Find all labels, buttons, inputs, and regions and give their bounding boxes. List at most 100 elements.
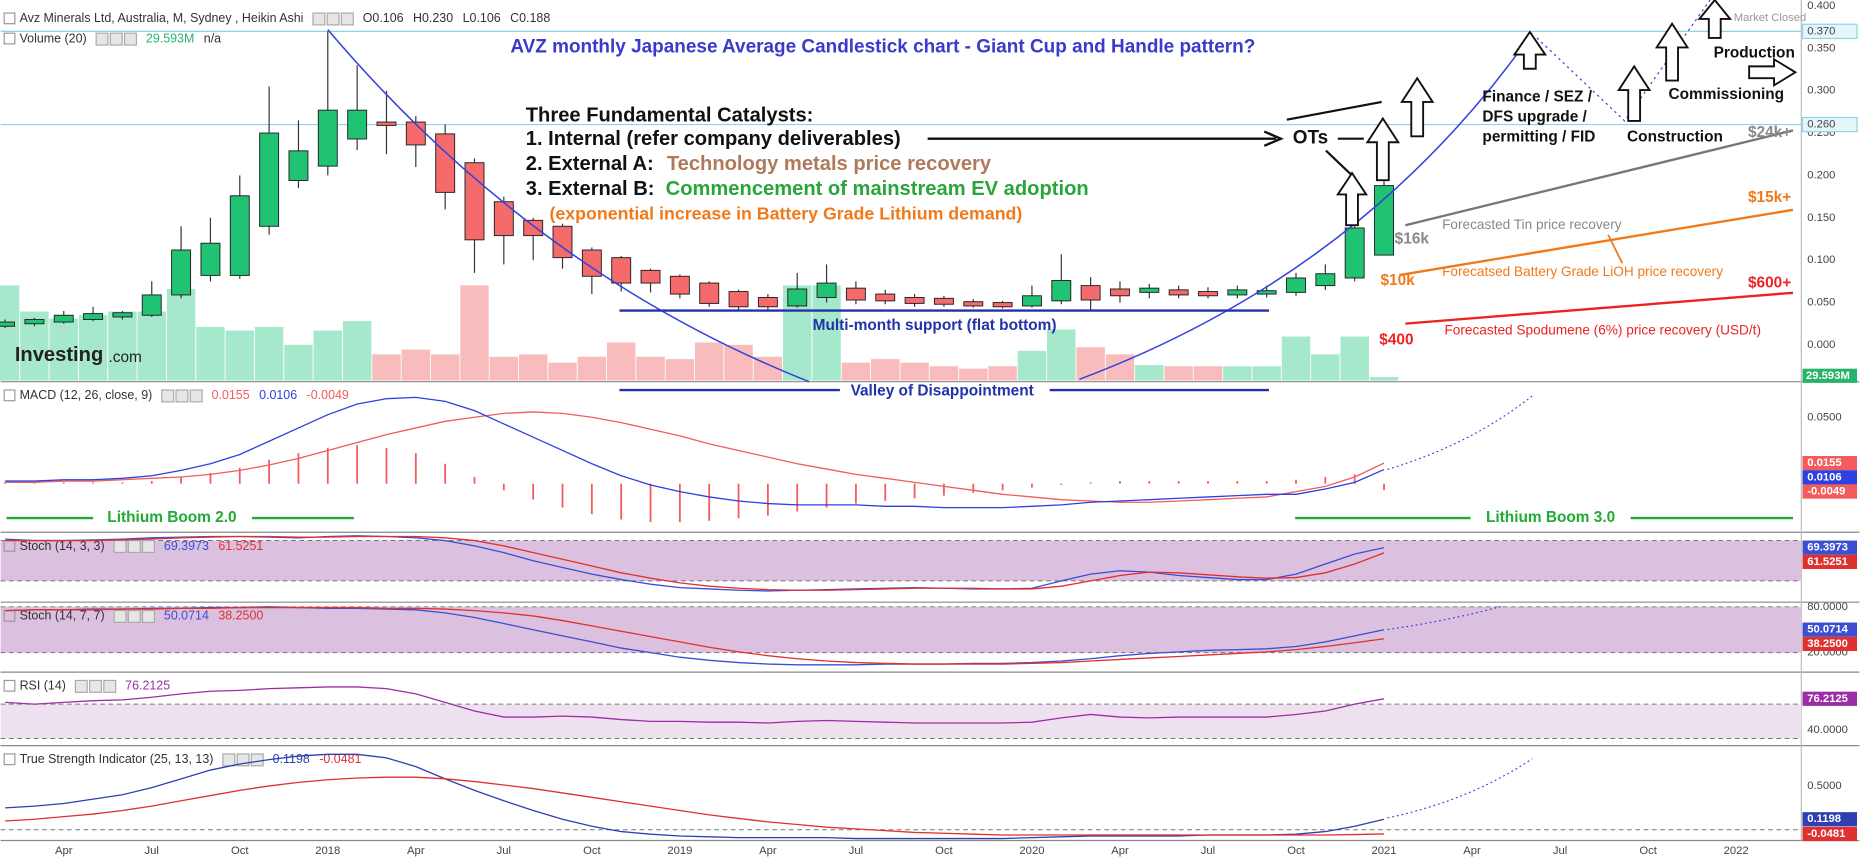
value-box-label: 61.5251	[1807, 556, 1848, 568]
annotation: $10k	[1380, 272, 1415, 289]
price-level-label: 0.370	[1807, 25, 1835, 37]
price-level-box	[1801, 23, 1858, 40]
header-value: C0.188	[510, 11, 550, 25]
candle-body	[1110, 288, 1130, 297]
x-tick-label: 2020	[1019, 845, 1044, 857]
y-tick-label: 0.050	[1807, 297, 1835, 309]
watermark: .com	[108, 349, 141, 366]
y-tick-label: 0.300	[1807, 85, 1835, 97]
tin-forecast	[1405, 129, 1794, 227]
candle-body	[112, 312, 133, 318]
band-fill	[0, 540, 1802, 581]
annotation: Three Fundamental Catalysts:	[526, 105, 814, 127]
value-box-label: 0.0155	[1807, 457, 1841, 469]
volume-bar	[1017, 350, 1047, 381]
value-box-label: 0.1198	[1807, 813, 1841, 825]
panel-title: True Strength Indicator (25, 13, 13)	[20, 752, 214, 766]
header-icon	[3, 753, 16, 766]
annotation: Multi-month support (flat bottom)	[813, 317, 1057, 334]
volume-bar	[900, 362, 929, 381]
y-tick-label: 80.0000	[1807, 601, 1848, 613]
x-tick-label: Oct	[231, 845, 249, 857]
header-icon	[74, 679, 88, 693]
annotation: 2. External A:	[526, 153, 654, 175]
header-icon	[127, 609, 141, 623]
header-icon	[222, 753, 236, 767]
annotation: $15k+	[1748, 189, 1791, 206]
y-tick-label: 0.100	[1807, 254, 1835, 266]
volume-bar	[489, 356, 519, 381]
candle-body	[53, 314, 74, 323]
candle-body	[229, 195, 250, 276]
candle-body	[699, 282, 720, 304]
volume-bar	[1369, 377, 1399, 381]
volume-bar	[137, 311, 166, 381]
annotation: 1. Internal (refer company deliverables)	[526, 128, 901, 150]
candle-body	[347, 109, 368, 140]
annotation: DFS upgrade /	[1482, 108, 1587, 125]
up-arrow	[1336, 171, 1369, 227]
band-fill	[0, 704, 1802, 739]
volume-bar	[1164, 366, 1193, 381]
header-icon	[161, 389, 175, 403]
header-icon	[312, 12, 326, 26]
annotation: Lithium Boom 3.0	[1486, 509, 1615, 526]
y-tick-label: 0.400	[1807, 0, 1835, 12]
watermark: Investing	[15, 344, 103, 366]
candle-body	[963, 301, 984, 307]
header-icon	[175, 389, 189, 403]
candle-body	[24, 319, 45, 325]
header-value: -0.0049	[307, 388, 349, 402]
y-tick-label: 0.000	[1807, 339, 1835, 351]
x-tick-label: Apr	[407, 845, 425, 857]
header-value: n/a	[204, 31, 221, 45]
volume-bar	[988, 366, 1017, 381]
spodumene-forecast	[1405, 291, 1794, 325]
up-arrow	[1616, 64, 1652, 122]
volume-bar	[1281, 336, 1311, 381]
y-tick-label: 40.0000	[1807, 724, 1848, 736]
candle-body	[317, 109, 338, 167]
panel-title: Stoch (14, 3, 3)	[20, 539, 105, 553]
volume-bar	[430, 354, 460, 381]
x-tick-label: Apr	[1463, 845, 1481, 857]
candle-body	[904, 296, 925, 304]
header-value: 61.5251	[218, 539, 263, 553]
candle-body	[83, 313, 104, 320]
candle-body	[259, 132, 280, 227]
value-box	[1802, 691, 1858, 706]
candle-body	[728, 291, 749, 308]
x-tick-label: Oct	[935, 845, 953, 857]
annotation: 3. External B:	[526, 178, 655, 200]
ots-line	[1286, 100, 1382, 121]
indicator-line	[5, 396, 1385, 509]
volume-bar	[753, 356, 783, 381]
value-box	[1802, 484, 1858, 499]
annotation: Construction	[1627, 129, 1723, 146]
volume-bar	[1135, 365, 1164, 381]
header-icon	[127, 539, 141, 554]
x-tick-label: Jul	[497, 845, 511, 857]
volume-bar	[841, 362, 871, 381]
volume-bar	[108, 311, 137, 381]
price-level-box	[1801, 116, 1858, 133]
annotation: $600+	[1748, 274, 1791, 291]
candle-body	[1315, 273, 1336, 287]
panel-title: RSI (14)	[20, 679, 66, 693]
candle-body	[1139, 287, 1160, 293]
candle-body	[523, 219, 544, 237]
price-level-label: 0.260	[1807, 119, 1835, 131]
candle-body	[1198, 291, 1218, 297]
y-tick-label: 0.150	[1807, 212, 1835, 224]
value-box	[1802, 540, 1858, 555]
volume-bar	[1047, 329, 1076, 381]
candle-body	[0, 321, 16, 327]
volume-bar	[959, 368, 988, 381]
value-box-label: 29.593M	[1806, 370, 1850, 382]
cup-left	[327, 29, 810, 383]
candle-body	[376, 121, 397, 126]
candle-body	[1080, 285, 1101, 301]
header-value: 76.2125	[125, 679, 170, 693]
value-box	[1802, 470, 1858, 485]
